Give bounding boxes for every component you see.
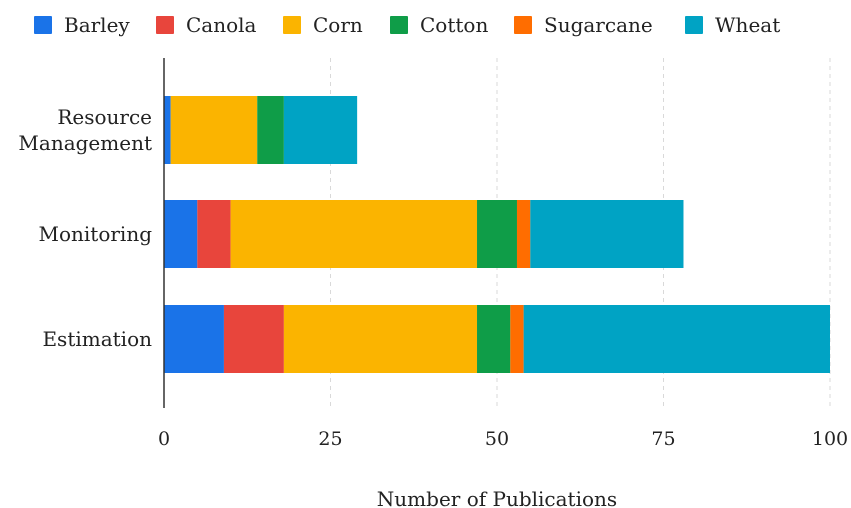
x-tick-label-100: 100: [812, 428, 848, 450]
legend-item-corn: Corn: [283, 13, 363, 37]
legend-swatch-canola: [156, 16, 174, 34]
x-axis-title: Number of Publications: [377, 487, 617, 508]
legend-label-corn: Corn: [313, 13, 363, 37]
legend-swatch-sugarcane: [514, 16, 532, 34]
bar-estimation-wheat: [523, 305, 830, 373]
legend-swatch-cotton: [390, 16, 408, 34]
bar-monitoring-sugarcane: [516, 200, 531, 268]
legend-label-barley: Barley: [64, 13, 130, 37]
category-label-monitoring: Monitoring: [38, 222, 152, 246]
legend-label-wheat: Wheat: [715, 13, 780, 37]
category-label-estimation: Estimation: [42, 327, 152, 351]
bar-estimation-canola: [223, 305, 284, 373]
bar-monitoring-wheat: [530, 200, 684, 268]
legend-label-sugarcane: Sugarcane: [544, 13, 653, 37]
bar-resource-management-cotton: [257, 96, 284, 164]
bar-estimation-cotton: [477, 305, 511, 373]
bar-estimation-barley: [164, 305, 224, 373]
legend-swatch-wheat: [685, 16, 703, 34]
bar-monitoring-cotton: [477, 200, 517, 268]
legend-swatch-corn: [283, 16, 301, 34]
legend-item-cotton: Cotton: [390, 13, 488, 37]
x-axis-ticks: 0 25 50 75 100: [158, 428, 848, 450]
legend: Barley Canola Corn Cotton Sugarcane Wheat: [34, 13, 780, 37]
bar-monitoring-canola: [197, 200, 231, 268]
legend-item-canola: Canola: [156, 13, 257, 37]
bar-estimation-corn: [283, 305, 478, 373]
x-tick-label-0: 0: [158, 428, 170, 450]
bar-monitoring-barley: [164, 200, 198, 268]
legend-item-barley: Barley: [34, 13, 130, 37]
bar-resource-management-wheat: [283, 96, 358, 164]
bar-resource-management-corn: [170, 96, 258, 164]
legend-item-wheat: Wheat: [685, 13, 780, 37]
bar-monitoring-corn: [230, 200, 478, 268]
legend-label-cotton: Cotton: [420, 13, 488, 37]
x-tick-label-50: 50: [485, 428, 509, 450]
legend-item-sugarcane: Sugarcane: [514, 13, 653, 37]
bar-estimation-sugarcane: [510, 305, 524, 373]
bar-resource-management-barley: [164, 96, 171, 164]
y-axis: Resource Management Monitoring Estimation: [18, 58, 165, 408]
legend-swatch-barley: [34, 16, 52, 34]
bars: [164, 96, 830, 373]
x-tick-label-25: 25: [318, 428, 342, 450]
category-label-resource-management: Resource Management: [18, 105, 152, 155]
x-tick-label-75: 75: [651, 428, 675, 450]
legend-label-canola: Canola: [186, 13, 257, 37]
